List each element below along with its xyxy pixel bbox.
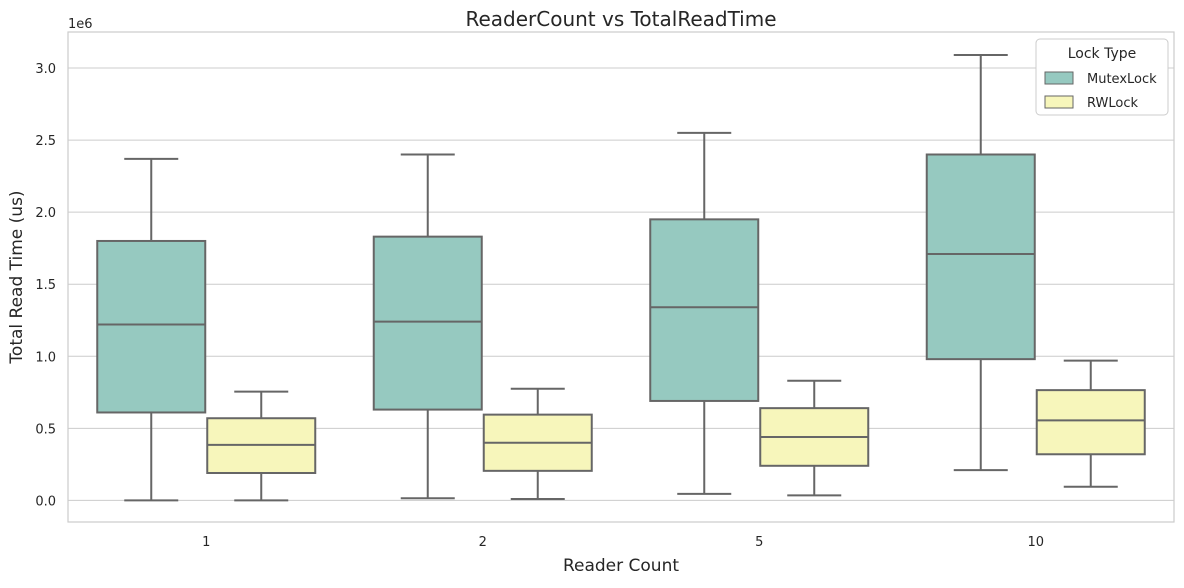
x-tick-label: 2	[479, 535, 487, 550]
legend-label-mutexlock: MutexLock	[1087, 72, 1157, 87]
box-rwlock-2	[482, 387, 593, 500]
box-layer	[96, 54, 1146, 502]
x-axis-label: Reader Count	[563, 556, 679, 576]
box-mutexlock-10	[925, 54, 1036, 472]
y-tick-label: 1.0	[35, 350, 56, 365]
y-offset-label: 1e6	[68, 17, 93, 32]
box-body	[96, 239, 207, 414]
legend-label-rwlock: RWLock	[1087, 96, 1138, 111]
legend-title: Lock Type	[1068, 46, 1137, 62]
box-mutexlock-5	[649, 131, 760, 495]
box-body	[925, 153, 1036, 361]
box-mutexlock-2	[372, 153, 483, 500]
box-rwlock-1	[206, 390, 317, 502]
legend-items: MutexLock RWLock	[1044, 71, 1157, 111]
tick-layer: 0.0 0.5 1.0 1.5 2.0 2.5 3.0 1 2 5 10	[35, 62, 1044, 550]
y-tick-label: 2.0	[35, 206, 56, 221]
chart-title: ReaderCount vs TotalReadTime	[465, 7, 776, 31]
box-mutexlock-1	[96, 157, 207, 502]
box-rwlock-10	[1035, 359, 1146, 488]
x-tick-label: 10	[1027, 535, 1044, 550]
legend-swatch-rwlock	[1044, 95, 1074, 109]
y-tick-label: 3.0	[35, 62, 56, 77]
x-tick-label: 5	[755, 535, 763, 550]
y-axis-label: Total Read Time (us)	[7, 190, 27, 364]
y-tick-label: 1.5	[35, 278, 56, 293]
y-tick-label: 0.5	[35, 422, 56, 437]
plot-frame	[67, 31, 1175, 523]
box-body	[649, 218, 760, 402]
legend: Lock Type MutexLock RWLock	[1035, 38, 1169, 116]
box-body	[1035, 389, 1146, 456]
box-body	[372, 235, 483, 411]
box-rwlock-5	[759, 379, 870, 497]
y-tick-label: 2.5	[35, 134, 56, 149]
legend-swatch-mutexlock	[1044, 71, 1074, 85]
y-tick-label: 0.0	[35, 494, 56, 509]
x-tick-label: 1	[202, 535, 210, 550]
